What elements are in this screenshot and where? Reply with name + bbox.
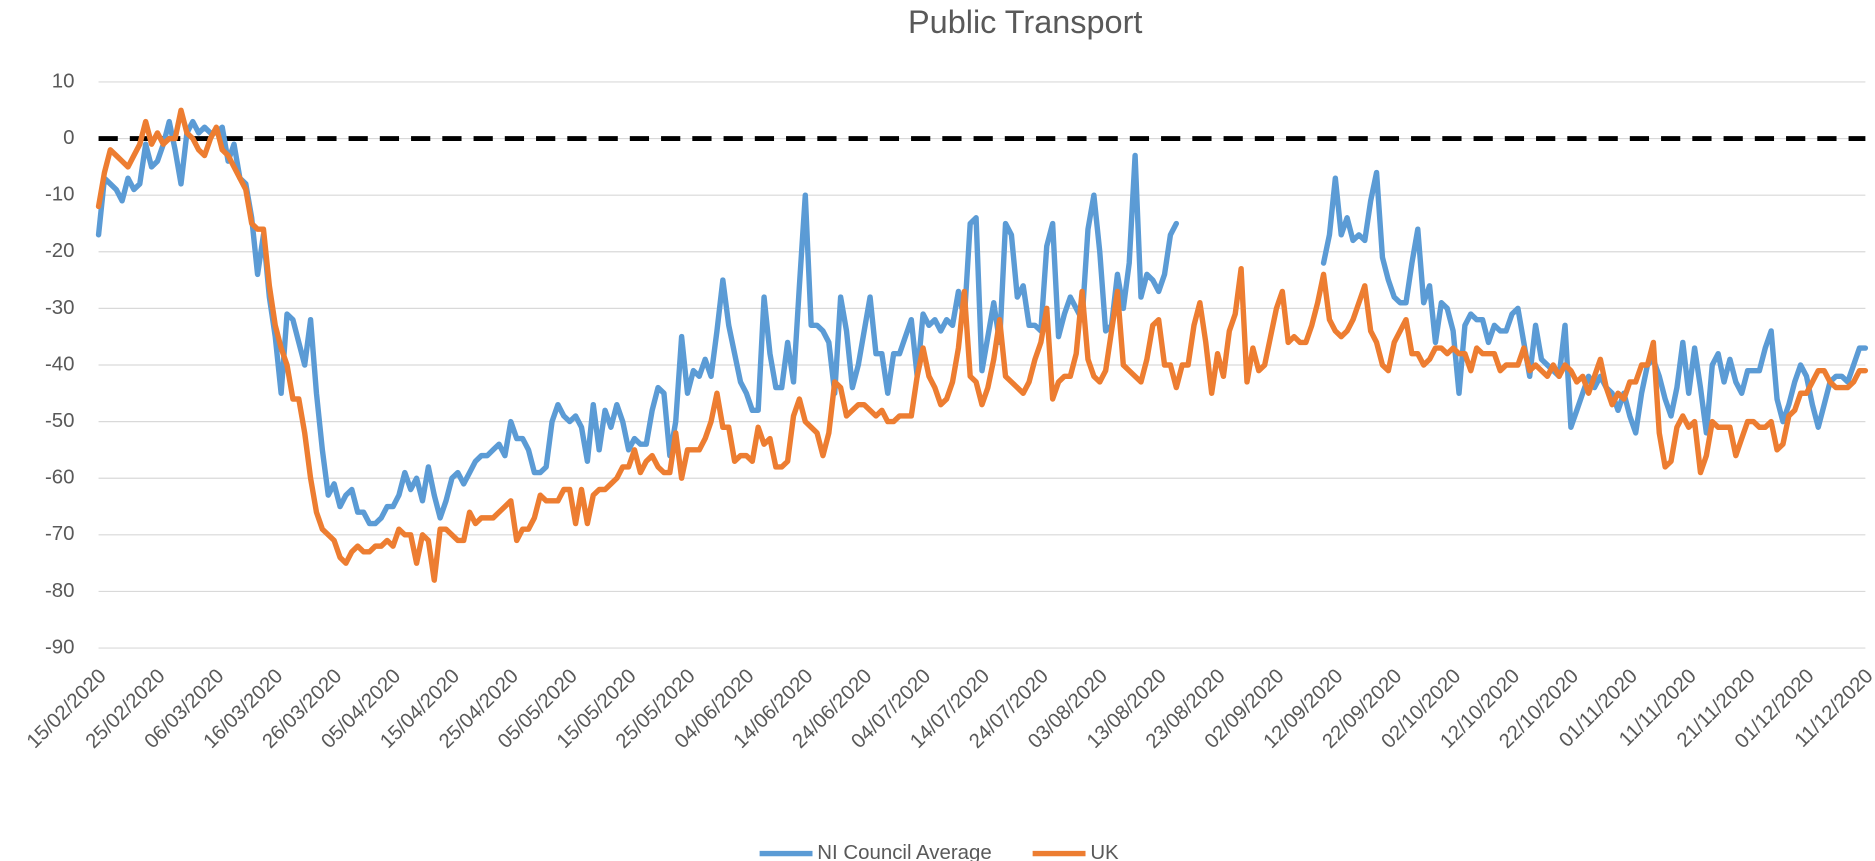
legend-item: UK	[1032, 842, 1119, 861]
y-tick-label: -70	[45, 523, 75, 545]
y-tick-label: 10	[52, 70, 75, 92]
y-tick-label: -30	[45, 297, 75, 319]
y-tick-label: -10	[45, 184, 75, 206]
legend-item: NI Council Average	[759, 842, 992, 861]
y-tick-label: -20	[45, 240, 75, 262]
y-tick-label: -90	[45, 636, 75, 658]
legend-label: UK	[1090, 842, 1119, 861]
y-tick-label: -50	[45, 410, 75, 432]
legend-label: NI Council Average	[817, 842, 991, 861]
y-tick-label: -80	[45, 580, 75, 602]
y-tick-label: 0	[63, 127, 74, 149]
y-tick-label: -60	[45, 467, 75, 489]
y-tick-label: -40	[45, 353, 75, 375]
line-series	[1320, 169, 1869, 436]
line-series	[95, 107, 1869, 583]
chart-title: Public Transport	[908, 4, 1142, 40]
